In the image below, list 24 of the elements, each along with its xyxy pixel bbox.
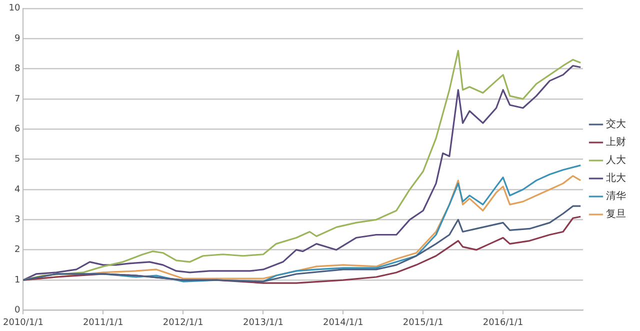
x-tick-label: 2012/1/1	[162, 318, 204, 328]
legend-label: 上财	[606, 136, 626, 148]
legend-label: 人大	[606, 154, 626, 166]
x-tick-label: 2010/1/1	[3, 318, 44, 328]
x-tick-label: 2013/1/1	[243, 318, 284, 328]
y-tick-label: 10	[8, 4, 20, 14]
legend-label: 北大	[606, 172, 626, 184]
y-tick-label: 6	[14, 124, 20, 134]
y-tick-label: 0	[14, 306, 20, 316]
legend-label: 交大	[606, 118, 626, 130]
y-tick-label: 8	[14, 64, 20, 74]
y-tick-label: 2	[14, 245, 20, 256]
legend-label: 清华	[606, 190, 626, 202]
x-tick-label: 2014/1/1	[322, 318, 364, 328]
y-tick-label: 9	[14, 34, 20, 44]
y-tick-label: 3	[14, 215, 20, 226]
x-tick-label: 2016/1/1	[482, 318, 524, 328]
y-tick-label: 7	[14, 94, 20, 104]
x-tick-label: 2011/1/1	[82, 318, 124, 328]
y-tick-label: 4	[14, 184, 20, 195]
x-tick-label: 2015/1/1	[402, 318, 444, 328]
y-tick-label: 1	[14, 275, 20, 286]
y-tick-label: 5	[14, 154, 20, 165]
legend-label: 复旦	[606, 208, 626, 220]
